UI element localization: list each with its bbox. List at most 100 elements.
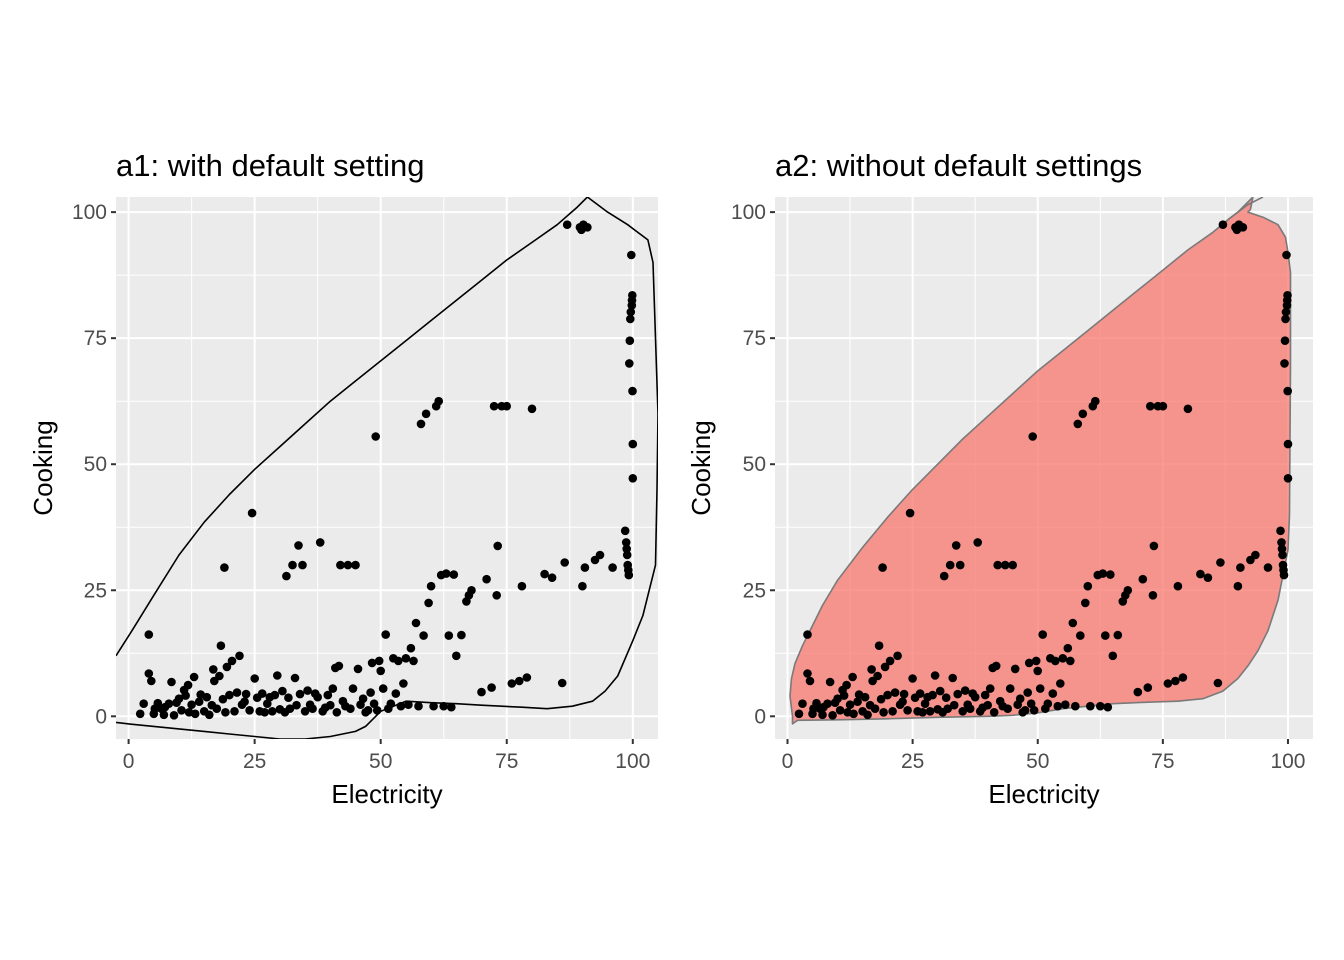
data-point [918,708,927,717]
data-point [1078,409,1088,419]
data-point [174,694,184,703]
data-point [260,708,270,717]
data-point [290,673,300,683]
data-point [873,671,882,681]
data-point [1066,656,1075,666]
data-point [367,658,377,668]
data-point [833,694,842,703]
data-layer [789,197,1293,725]
data-point [439,701,449,711]
data-point [948,673,957,683]
data-point [1096,701,1105,711]
data-point [159,710,169,720]
data-point [1236,563,1245,572]
data-point [1015,694,1025,703]
data-point [372,706,382,715]
data-point [515,676,524,686]
data-point [215,671,224,681]
data-point [250,674,259,683]
data-point [374,656,384,666]
data-point [845,700,855,709]
data-point [366,688,375,697]
data-point [879,708,888,717]
data-point [823,699,832,708]
data-point [493,541,503,551]
data-point [583,223,592,232]
data-point [1216,558,1225,567]
data-point [220,563,229,572]
data-point [507,679,517,688]
data-point [1081,598,1090,608]
data-point [225,690,234,700]
data-point [369,699,379,708]
data-point [1283,386,1292,396]
data-point [222,662,232,672]
data-point [1158,401,1168,411]
data-point [883,690,892,700]
x-tick-label: 75 [495,750,518,773]
data-point [452,651,461,661]
contour-segment [1227,197,1264,221]
data-point [1277,538,1286,547]
data-point [1276,526,1285,536]
data-point [818,710,827,720]
data-point [905,508,915,518]
data-point [247,508,257,518]
data-point [1023,688,1032,697]
data-point [1031,656,1041,666]
data-point [1283,474,1293,483]
data-point [257,689,267,698]
y-tick-label: 50 [743,453,766,476]
data-point [371,432,381,441]
data-point [1035,684,1045,693]
data-point [169,711,179,720]
data-point [560,558,569,567]
data-point [945,560,955,570]
data-point [1196,569,1205,579]
data-point [477,687,486,697]
data-point [1113,630,1123,640]
data-point [489,401,499,411]
data-point [492,591,502,600]
data-point [416,419,426,429]
data-point [595,550,605,560]
data-point [805,676,815,686]
data-point [1146,401,1155,411]
data-point [1133,687,1143,697]
data-point [557,678,567,688]
data-point [1280,336,1290,346]
data-point [411,618,421,628]
data-point [167,677,176,687]
data-point [139,699,148,708]
data-point [1076,631,1085,640]
data-point [1171,676,1180,686]
data-point [1000,560,1010,570]
data-point [144,669,154,678]
data-point [939,571,949,581]
data-point [1033,666,1042,676]
y-tick-label: 75 [84,327,107,350]
data-point [135,709,145,719]
data-point [288,560,297,570]
data-point [915,689,925,698]
data-point [928,690,937,700]
data-point [848,672,857,682]
data-point [218,694,228,704]
data-point [1183,404,1193,414]
data-point [625,336,635,346]
data-point [404,700,413,709]
y-axis-title: Cooking [686,420,716,515]
data-point [1178,673,1188,682]
data-point [828,711,837,720]
data-point [194,697,204,706]
data-point [622,550,632,560]
data-point [292,700,301,710]
data-point [205,710,214,720]
data-point [147,676,156,686]
data-point [1038,630,1047,639]
data-point [825,677,835,687]
data-point [328,684,338,693]
data-point [202,692,212,702]
data-point [874,641,884,650]
